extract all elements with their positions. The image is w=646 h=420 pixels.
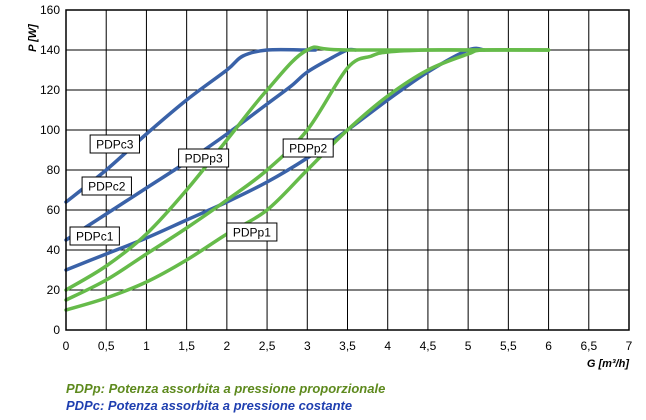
- curve-label-box: [81, 176, 132, 196]
- curve-label-pdpp3: PDPp3: [178, 148, 230, 168]
- x-tick-label: 2: [224, 339, 231, 353]
- series-pdpc2: [64, 47, 358, 242]
- curve-label-text: PDPp1: [233, 226, 271, 240]
- x-tick-label: 1: [143, 339, 150, 353]
- x-tick-label: 3,5: [339, 339, 356, 353]
- x-tick-label: 5: [465, 339, 472, 353]
- x-tick-label: 7: [626, 339, 633, 353]
- y-tick-label: 160: [40, 3, 60, 17]
- x-tick-label: 3: [304, 339, 311, 353]
- y-tick-label: 120: [40, 83, 60, 97]
- x-tick-label: 4,5: [420, 339, 437, 353]
- x-tick-label: 2,5: [259, 339, 276, 353]
- curve-label-text: PDPc1: [76, 230, 114, 244]
- x-tick-label: 1,5: [178, 339, 195, 353]
- series-pdpp1: [64, 47, 551, 312]
- curve-label-text: PDPp3: [185, 152, 223, 166]
- curve-label-pdpc2: PDPc2: [81, 176, 132, 196]
- curve-label-pdpp2: PDPp2: [282, 138, 334, 158]
- curve-label-box: [282, 138, 334, 158]
- curve-label-box: [69, 226, 120, 246]
- curve-label-pdpc1: PDPc1: [69, 226, 120, 246]
- power-flow-chart: PDPc3 PDPc2 PDPc1 PDPp3 PDPp2 PDPp1 0 0,5 1 1,5 2…: [27, 3, 633, 370]
- tick-labels: 0 0,5 1 1,5 2 2,5 3 3,5 4 4,5 5 5,5 6 6,5 7 0 20 40 60 80 10…: [40, 3, 633, 353]
- x-tick-label: 5,5: [500, 339, 517, 353]
- x-tick-label: 4: [384, 339, 391, 353]
- curve-label-box: [226, 222, 278, 242]
- note-pdpc: PDPc: Potenza assorbita a pressione cost…: [66, 398, 353, 413]
- note-pdpp: PDPp: Potenza assorbita a pressione prop…: [66, 381, 386, 396]
- curve-label-text: PDPc2: [88, 180, 126, 194]
- y-tick-label: 140: [40, 43, 60, 57]
- curve-label-pdpc3: PDPc3: [89, 134, 140, 154]
- curve-label-box: [178, 148, 230, 168]
- y-tick-label: 20: [47, 283, 61, 297]
- series-pdpc3: [64, 47, 318, 204]
- curve-label-box: [89, 134, 140, 154]
- y-tick-label: 60: [47, 203, 61, 217]
- x-tick-label: 6: [545, 339, 552, 353]
- series-layer: [64, 45, 551, 312]
- curve-labels: PDPc3 PDPc2 PDPc1 PDPp3 PDPp2 PDPp1: [69, 134, 334, 246]
- curve-label-text: PDPc3: [96, 138, 134, 152]
- y-tick-label: 100: [40, 123, 60, 137]
- x-tick-label: 0: [63, 339, 70, 353]
- y-tick-label: 80: [47, 163, 61, 177]
- y-tick-label: 0: [53, 323, 60, 337]
- series-pdpp3: [64, 45, 551, 292]
- curve-label-text: PDPp2: [289, 142, 327, 156]
- x-tick-label: 0,5: [98, 339, 115, 353]
- x-tick-label: 6,5: [580, 339, 597, 353]
- y-tick-label: 40: [47, 243, 61, 257]
- plot-border: [65, 9, 630, 331]
- y-axis-title: P [W]: [27, 24, 39, 52]
- x-axis-title: G [m³/h]: [587, 358, 629, 370]
- curve-label-pdpp1: PDPp1: [226, 222, 278, 242]
